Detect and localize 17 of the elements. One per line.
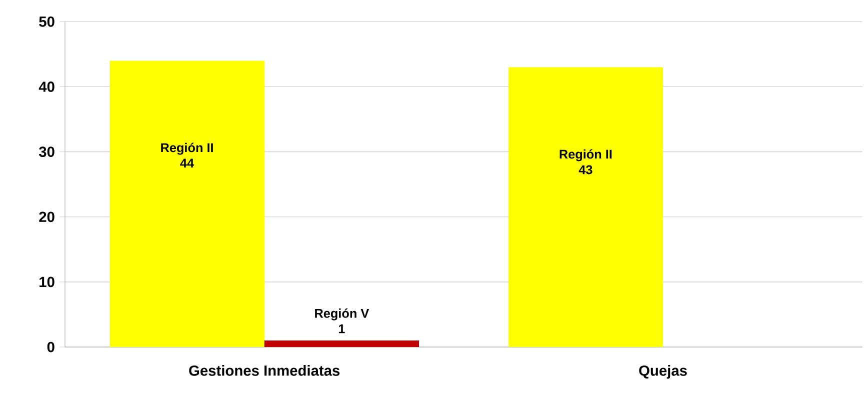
data-label: 44 — [180, 158, 194, 168]
series-label: Región V — [315, 308, 370, 320]
bar — [110, 60, 264, 347]
series-label: Región II — [560, 149, 612, 162]
y-tick-label: 50 — [39, 16, 54, 27]
y-tick-label: 40 — [38, 82, 54, 92]
data-label: 43 — [578, 165, 592, 174]
y-tick-label: 20 — [39, 212, 54, 222]
data-label: 1 — [338, 324, 345, 334]
y-tick-label: 30 — [38, 146, 54, 158]
x-tick-label: Gestiones Inmediatas — [189, 365, 340, 376]
text: Región II — [161, 142, 213, 155]
y-tick-label: 0 — [47, 342, 54, 352]
y-tick-label: 10 — [40, 276, 54, 288]
x-tick-label: Quejas — [639, 365, 687, 379]
bar — [264, 340, 419, 347]
bar — [508, 67, 664, 347]
